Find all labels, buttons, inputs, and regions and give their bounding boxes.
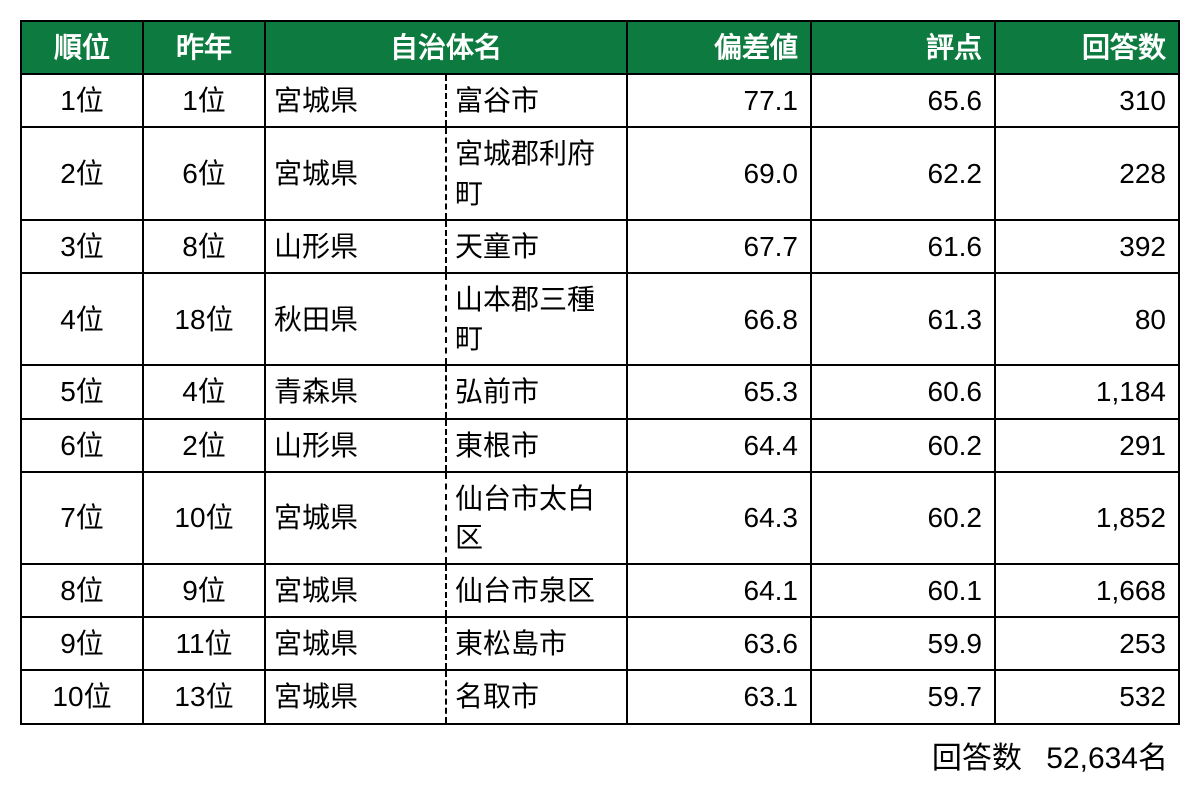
cell-rank: 8位 — [21, 564, 143, 617]
cell-prev-year: 6位 — [143, 127, 265, 219]
footer-label: 回答数 — [932, 742, 1022, 775]
cell-deviation: 67.7 — [627, 220, 811, 273]
cell-city: 仙台市泉区 — [446, 564, 627, 617]
table-row: 6位2位山形県東根市64.460.2291 — [21, 419, 1179, 472]
header-deviation: 偏差値 — [627, 21, 811, 74]
cell-city: 弘前市 — [446, 365, 627, 418]
cell-responses: 291 — [995, 419, 1179, 472]
cell-deviation: 77.1 — [627, 74, 811, 127]
cell-city: 仙台市太白区 — [446, 472, 627, 564]
header-municipality: 自治体名 — [265, 21, 627, 74]
cell-prev-year: 11位 — [143, 617, 265, 670]
cell-prev-year: 13位 — [143, 670, 265, 723]
table-row: 4位18位秋田県山本郡三種町66.861.380 — [21, 273, 1179, 365]
cell-city: 宮城郡利府町 — [446, 127, 627, 219]
table-row: 7位10位宮城県仙台市太白区64.360.21,852 — [21, 472, 1179, 564]
cell-score: 59.9 — [811, 617, 995, 670]
cell-prefecture: 宮城県 — [265, 670, 446, 723]
cell-rank: 9位 — [21, 617, 143, 670]
cell-rank: 6位 — [21, 419, 143, 472]
cell-responses: 1,852 — [995, 472, 1179, 564]
cell-prev-year: 1位 — [143, 74, 265, 127]
cell-responses: 253 — [995, 617, 1179, 670]
cell-city: 富谷市 — [446, 74, 627, 127]
cell-responses: 392 — [995, 220, 1179, 273]
cell-prefecture: 山形県 — [265, 220, 446, 273]
cell-deviation: 63.6 — [627, 617, 811, 670]
cell-score: 60.2 — [811, 419, 995, 472]
cell-city: 東根市 — [446, 419, 627, 472]
cell-deviation: 69.0 — [627, 127, 811, 219]
ranking-table-container: 順位 昨年 自治体名 偏差値 評点 回答数 1位1位宮城県富谷市77.165.6… — [20, 20, 1180, 777]
cell-deviation: 63.1 — [627, 670, 811, 723]
table-row: 1位1位宮城県富谷市77.165.6310 — [21, 74, 1179, 127]
cell-score: 61.3 — [811, 273, 995, 365]
footer-value: 52,634名 — [1046, 742, 1168, 775]
cell-prefecture: 宮城県 — [265, 564, 446, 617]
cell-prev-year: 10位 — [143, 472, 265, 564]
cell-rank: 3位 — [21, 220, 143, 273]
cell-deviation: 64.4 — [627, 419, 811, 472]
cell-prev-year: 8位 — [143, 220, 265, 273]
cell-prev-year: 18位 — [143, 273, 265, 365]
cell-score: 62.2 — [811, 127, 995, 219]
table-row: 10位13位宮城県名取市63.159.7532 — [21, 670, 1179, 723]
cell-prev-year: 9位 — [143, 564, 265, 617]
cell-responses: 1,668 — [995, 564, 1179, 617]
cell-prev-year: 4位 — [143, 365, 265, 418]
cell-score: 60.6 — [811, 365, 995, 418]
cell-deviation: 66.8 — [627, 273, 811, 365]
header-prev-year: 昨年 — [143, 21, 265, 74]
cell-prefecture: 山形県 — [265, 419, 446, 472]
table-row: 2位6位宮城県宮城郡利府町69.062.2228 — [21, 127, 1179, 219]
cell-responses: 228 — [995, 127, 1179, 219]
cell-score: 60.2 — [811, 472, 995, 564]
table-row: 5位4位青森県弘前市65.360.61,184 — [21, 365, 1179, 418]
table-row: 9位11位宮城県東松島市63.659.9253 — [21, 617, 1179, 670]
cell-responses: 80 — [995, 273, 1179, 365]
cell-rank: 7位 — [21, 472, 143, 564]
cell-city: 山本郡三種町 — [446, 273, 627, 365]
cell-rank: 10位 — [21, 670, 143, 723]
cell-prefecture: 青森県 — [265, 365, 446, 418]
header-responses: 回答数 — [995, 21, 1179, 74]
cell-score: 60.1 — [811, 564, 995, 617]
cell-rank: 4位 — [21, 273, 143, 365]
cell-rank: 2位 — [21, 127, 143, 219]
cell-rank: 1位 — [21, 74, 143, 127]
cell-prefecture: 宮城県 — [265, 617, 446, 670]
header-rank: 順位 — [21, 21, 143, 74]
cell-responses: 310 — [995, 74, 1179, 127]
cell-deviation: 64.1 — [627, 564, 811, 617]
cell-score: 65.6 — [811, 74, 995, 127]
header-row: 順位 昨年 自治体名 偏差値 評点 回答数 — [21, 21, 1179, 74]
cell-responses: 1,184 — [995, 365, 1179, 418]
cell-responses: 532 — [995, 670, 1179, 723]
cell-city: 東松島市 — [446, 617, 627, 670]
cell-city: 天童市 — [446, 220, 627, 273]
ranking-table: 順位 昨年 自治体名 偏差値 評点 回答数 1位1位宮城県富谷市77.165.6… — [20, 20, 1180, 725]
cell-score: 59.7 — [811, 670, 995, 723]
cell-prefecture: 秋田県 — [265, 273, 446, 365]
header-score: 評点 — [811, 21, 995, 74]
cell-score: 61.6 — [811, 220, 995, 273]
cell-prefecture: 宮城県 — [265, 74, 446, 127]
cell-prefecture: 宮城県 — [265, 127, 446, 219]
cell-prev-year: 2位 — [143, 419, 265, 472]
cell-deviation: 64.3 — [627, 472, 811, 564]
table-row: 8位9位宮城県仙台市泉区64.160.11,668 — [21, 564, 1179, 617]
cell-prefecture: 宮城県 — [265, 472, 446, 564]
cell-city: 名取市 — [446, 670, 627, 723]
footer-total: 回答数 52,634名 — [20, 733, 1180, 777]
cell-deviation: 65.3 — [627, 365, 811, 418]
table-row: 3位8位山形県天童市67.761.6392 — [21, 220, 1179, 273]
cell-rank: 5位 — [21, 365, 143, 418]
